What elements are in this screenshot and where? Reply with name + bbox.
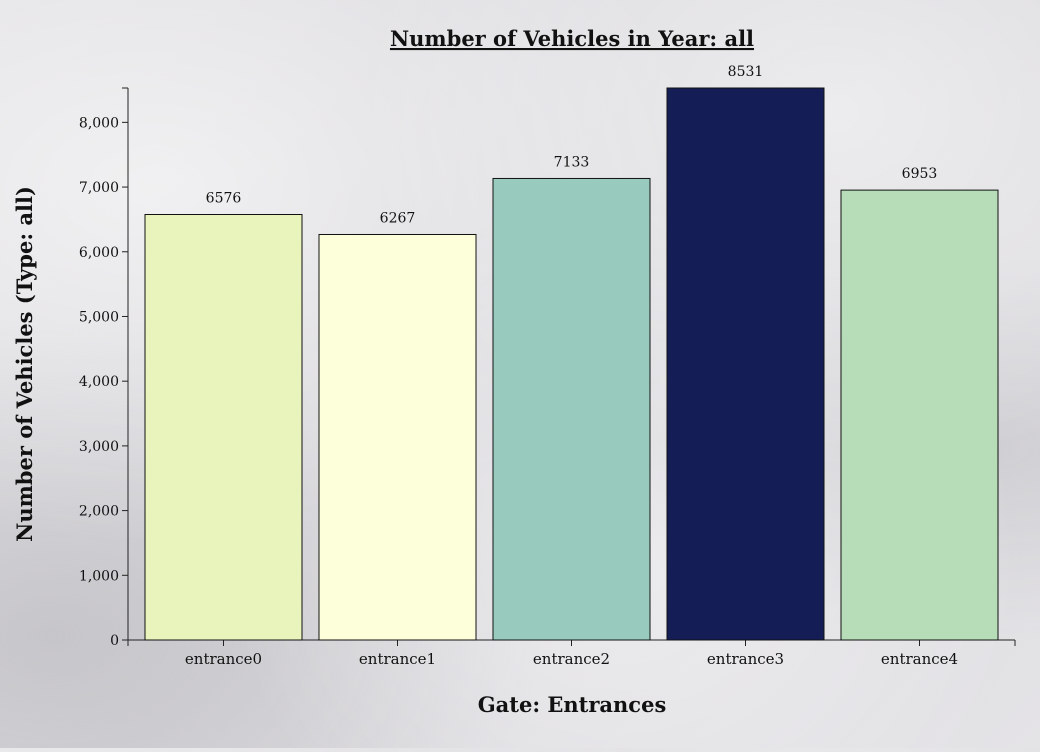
value-label: 7133 — [554, 154, 590, 170]
y-tick-label: 7,000 — [79, 180, 119, 196]
bar-entrance2[interactable] — [492, 177, 651, 641]
y-tick-label: 8,000 — [79, 115, 119, 131]
bar-entrance0[interactable] — [144, 213, 303, 641]
x-tick-label: entrance1 — [359, 650, 436, 668]
y-tick-label: 5,000 — [79, 309, 119, 325]
y-tick-label: 1,000 — [79, 568, 119, 584]
value-label: 8531 — [728, 64, 764, 80]
x-tick-label: entrance3 — [707, 650, 784, 668]
bar-entrance1[interactable] — [318, 233, 477, 641]
y-tick-label: 4,000 — [79, 374, 119, 390]
bars-group — [144, 87, 999, 641]
x-tick-label: entrance0 — [185, 650, 262, 668]
bar-entrance3[interactable] — [666, 87, 825, 641]
bar-entrance4[interactable] — [840, 189, 999, 641]
x-axis: entrance0 entrance1 entrance2 entrance3 entr… — [128, 639, 1016, 668]
value-label: 6576 — [206, 190, 242, 206]
chart-title: Number of Vehicles in Year: all — [390, 26, 754, 51]
value-label: 6953 — [902, 166, 938, 182]
y-axis-title: Number of Vehicles (Type: all) — [12, 186, 37, 542]
x-tick-label: entrance4 — [881, 650, 958, 668]
y-axis: 0 1,000 2,000 3,000 4,000 5,000 6,000 7,000 8,00… — [79, 87, 129, 649]
y-tick-label: 0 — [110, 633, 119, 649]
y-tick-label: 3,000 — [79, 439, 119, 455]
x-axis-title: Gate: Entrances — [478, 692, 667, 717]
x-tick-label: entrance2 — [533, 650, 610, 668]
y-tick-label: 6,000 — [79, 245, 119, 261]
value-label: 6267 — [380, 210, 416, 226]
value-labels-group: 6576 6267 7133 8531 6953 — [206, 64, 938, 226]
y-tick-label: 2,000 — [79, 504, 119, 520]
